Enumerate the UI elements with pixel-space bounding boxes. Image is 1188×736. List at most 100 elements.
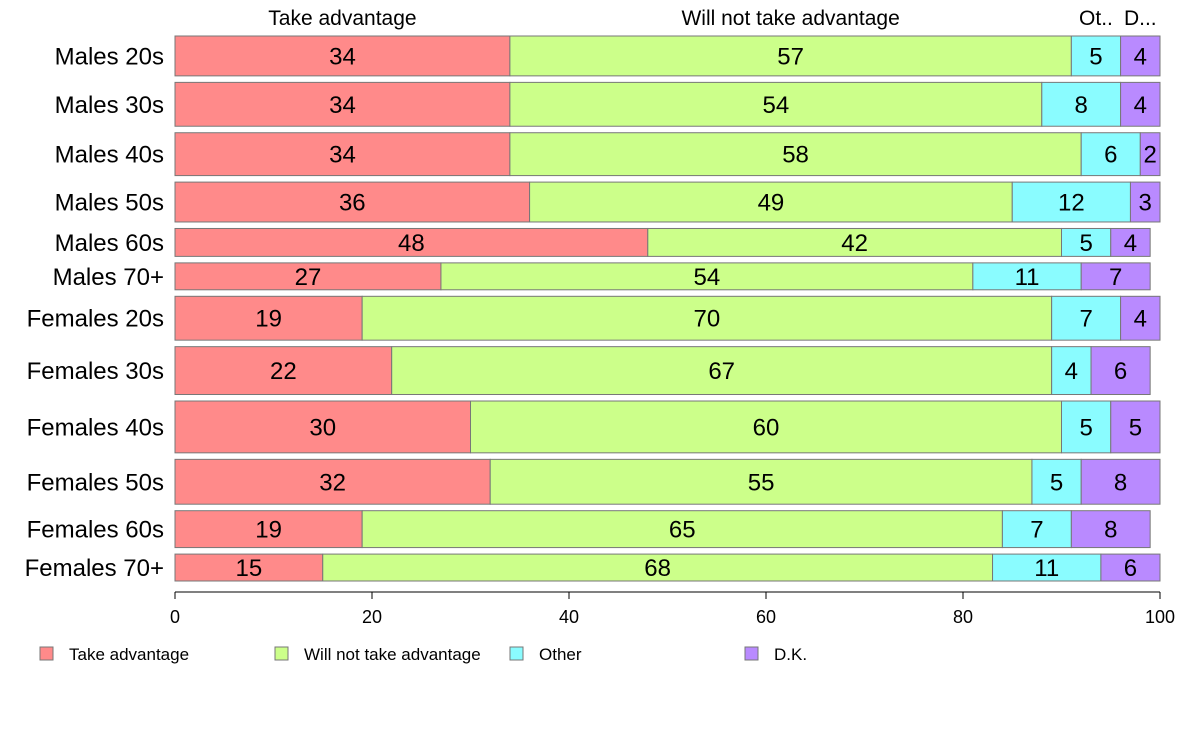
data-label: 6: [1124, 555, 1137, 582]
data-label: 54: [762, 92, 789, 119]
data-label: 15: [236, 555, 263, 582]
bar-segment: [529, 181, 1013, 223]
data-label: 5: [1129, 414, 1142, 441]
category-label: Females 20s: [27, 306, 164, 333]
x-tick-label: 100: [1145, 607, 1175, 627]
category-label: Males 70+: [53, 264, 164, 291]
data-label: 2: [1143, 142, 1156, 169]
x-tick-label: 40: [559, 607, 579, 627]
data-label: 36: [339, 190, 366, 217]
data-label: 22: [270, 358, 297, 385]
bar-segment: [322, 553, 994, 582]
category-label: Females 40s: [27, 414, 164, 441]
bar-segment: [992, 553, 1102, 582]
data-label: 60: [753, 414, 780, 441]
bar-segment: [1100, 553, 1161, 582]
bar-segment: [361, 295, 1053, 341]
data-label: 5: [1089, 43, 1102, 70]
data-label: 19: [255, 517, 282, 544]
data-label: 7: [1079, 306, 1092, 333]
x-tick-label: 80: [953, 607, 973, 627]
bar-segment: [470, 400, 1062, 454]
legend-label: Other: [539, 645, 582, 664]
data-label: 34: [329, 92, 356, 119]
header-dk: D...: [1124, 7, 1157, 30]
data-label: 58: [782, 142, 809, 169]
bar-segment: [361, 510, 1003, 549]
bar-segment: [1080, 262, 1151, 291]
bar-segment: [1011, 181, 1131, 223]
bar-segment: [174, 458, 491, 505]
bar-segment: [1129, 181, 1161, 223]
bar-segment: [1051, 346, 1092, 396]
x-tick-label: 0: [170, 607, 180, 627]
data-label: 5: [1050, 469, 1063, 496]
data-label: 4: [1134, 92, 1147, 119]
data-label: 7: [1109, 264, 1122, 291]
category-label: Males 40s: [55, 142, 164, 169]
legend-swatch: [744, 646, 759, 661]
bar-segment: [1041, 81, 1122, 127]
bar-segment: [391, 346, 1053, 396]
bar-segment: [174, 81, 511, 127]
data-label: 19: [255, 306, 282, 333]
data-label: 6: [1104, 142, 1117, 169]
bar-segment: [1139, 132, 1161, 177]
data-label: 57: [777, 43, 804, 70]
header-will-not-take-advantage: Will not take advantage: [681, 7, 899, 30]
data-label: 34: [329, 142, 356, 169]
data-label: 8: [1104, 517, 1117, 544]
category-label: Males 30s: [55, 92, 164, 119]
bar-segment: [1110, 227, 1151, 257]
bar-segment: [1080, 458, 1161, 505]
data-label: 34: [329, 43, 356, 70]
data-label: 55: [748, 469, 775, 496]
data-label: 27: [295, 264, 322, 291]
header-take-advantage: Take advantage: [268, 7, 416, 30]
bar-segment: [509, 35, 1072, 77]
data-label: 4: [1134, 306, 1147, 333]
data-label: 4: [1124, 230, 1137, 257]
legend-swatch: [509, 646, 524, 661]
legend-label: Take advantage: [69, 645, 189, 664]
bar-segment: [509, 132, 1082, 177]
data-label: 32: [319, 469, 346, 496]
data-label: 68: [644, 555, 671, 582]
data-label: 70: [694, 306, 721, 333]
data-label: 48: [398, 230, 425, 257]
data-label: 49: [758, 190, 785, 217]
bar-segment: [440, 262, 974, 291]
data-label: 65: [669, 517, 696, 544]
legend-swatch: [274, 646, 289, 661]
bar-segment: [509, 81, 1043, 127]
data-label: 6: [1114, 358, 1127, 385]
bar-segment: [972, 262, 1082, 291]
bar-segment: [174, 227, 649, 257]
category-label: Females 50s: [27, 469, 164, 496]
data-label: 30: [309, 414, 336, 441]
category-label: Males 60s: [55, 230, 164, 257]
bar-segment: [1061, 227, 1112, 257]
bar-segment: [174, 553, 324, 582]
bar-segment: [174, 181, 531, 223]
data-label: 67: [708, 358, 735, 385]
bar-segment: [1090, 346, 1151, 396]
data-label: 42: [841, 230, 868, 257]
bar-segment: [1120, 35, 1161, 77]
bar-segment: [1070, 35, 1122, 77]
data-label: 5: [1079, 230, 1092, 257]
bar-segment: [1110, 400, 1161, 454]
bar-segment: [1051, 295, 1122, 341]
bar-segment: [647, 227, 1062, 257]
x-tick-label: 20: [362, 607, 382, 627]
category-label: Females 30s: [27, 358, 164, 385]
data-label: 7: [1030, 517, 1043, 544]
header-other: Ot..: [1079, 7, 1113, 30]
x-tick-label: 60: [756, 607, 776, 627]
data-label: 8: [1075, 92, 1088, 119]
data-label: 11: [1015, 264, 1040, 291]
category-label: Males 50s: [55, 190, 164, 217]
bar-segment: [174, 132, 511, 177]
data-label: 3: [1139, 190, 1152, 217]
